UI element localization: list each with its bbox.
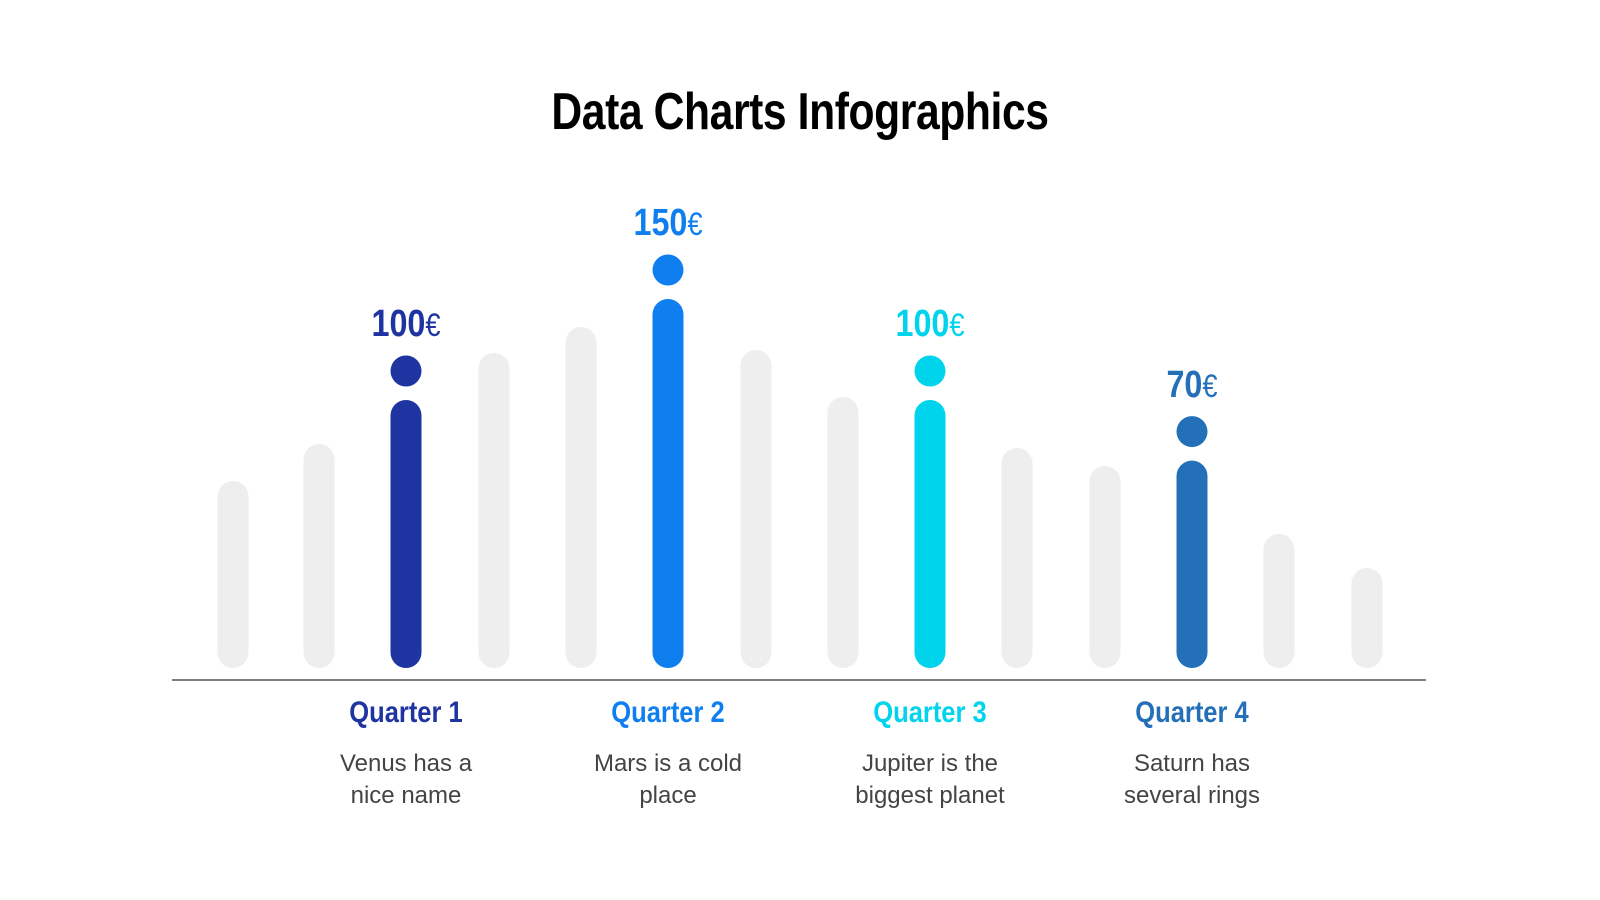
value-number: 70 <box>1166 363 1203 406</box>
category-description: Jupiter is the biggest planet <box>800 748 1060 812</box>
data-bar <box>1176 460 1208 668</box>
value-number: 100 <box>895 303 950 345</box>
background-bar <box>827 397 859 668</box>
description-line: Saturn has <box>1133 750 1251 777</box>
category-description: Saturn has several rings <box>1062 748 1322 812</box>
data-dot <box>914 355 946 387</box>
category-label: Quarter 4 <box>1135 696 1249 729</box>
background-bar <box>1001 448 1033 668</box>
background-bar <box>740 350 772 668</box>
description-line: nice name <box>350 782 462 809</box>
data-bar <box>652 299 684 668</box>
description-line: Jupiter is the <box>861 750 999 777</box>
currency-symbol: € <box>425 307 441 343</box>
value-number: 150 <box>633 202 688 244</box>
data-dot <box>390 355 422 387</box>
category-label: Quarter 1 <box>349 696 463 729</box>
currency-symbol: € <box>949 307 965 343</box>
background-bar <box>565 327 597 668</box>
category-description: Mars is a cold place <box>538 748 798 812</box>
background-bar <box>1089 466 1121 668</box>
chart-title: Data Charts Infographics <box>551 83 1049 141</box>
currency-symbol: € <box>687 206 703 242</box>
description-line: place <box>639 782 697 809</box>
background-bar <box>1263 534 1295 668</box>
category-label: Quarter 3 <box>873 696 987 729</box>
data-bar <box>390 400 422 668</box>
value-number: 100 <box>371 303 426 345</box>
data-dot <box>652 254 684 286</box>
category-label: Quarter 2 <box>611 696 725 729</box>
description-line: Mars is a cold <box>593 750 743 777</box>
background-bar <box>478 353 510 668</box>
data-dot <box>1176 416 1208 448</box>
background-bar <box>217 481 249 668</box>
category-description: Venus has a nice name <box>276 748 536 812</box>
description-line: biggest planet <box>855 782 1005 809</box>
background-bar <box>303 444 335 668</box>
value-label: 100€ <box>845 303 1015 346</box>
value-label: 100€ <box>321 303 491 346</box>
value-label: 70€ <box>1107 364 1277 407</box>
currency-symbol: € <box>1202 367 1218 404</box>
description-line: Venus has a <box>339 750 473 777</box>
background-bar <box>1351 568 1383 668</box>
value-label: 150€ <box>583 202 753 245</box>
description-line: several rings <box>1123 782 1261 809</box>
data-bar <box>914 400 946 668</box>
